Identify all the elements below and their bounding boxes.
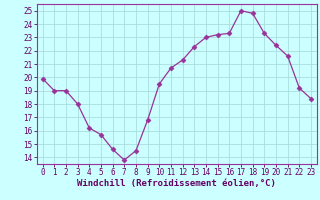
X-axis label: Windchill (Refroidissement éolien,°C): Windchill (Refroidissement éolien,°C) bbox=[77, 179, 276, 188]
